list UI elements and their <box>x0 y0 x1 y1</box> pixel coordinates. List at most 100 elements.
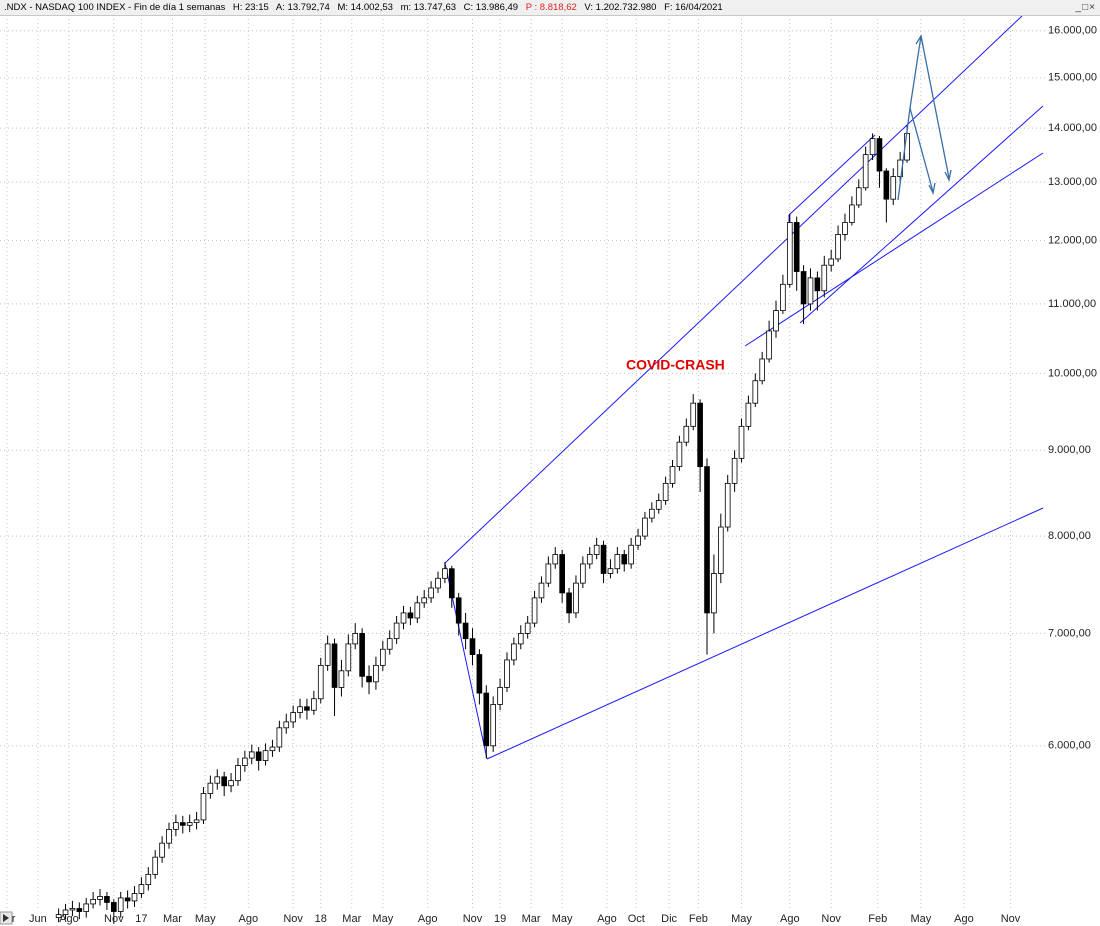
candle-body <box>110 902 117 912</box>
candle-body <box>724 482 731 528</box>
x-tick-label: Mar <box>163 913 182 925</box>
candle-body <box>435 577 441 589</box>
x-tick-label: Nov <box>821 913 841 925</box>
candle-body <box>642 517 648 537</box>
candle-body <box>338 670 345 688</box>
header-field: P : 8.818,62 <box>525 2 577 13</box>
candle-body <box>614 554 621 570</box>
candle-body <box>55 914 62 919</box>
candle-body <box>586 554 593 565</box>
x-tick-label: Ago <box>59 913 79 925</box>
candle-body <box>800 271 807 305</box>
candle-body <box>559 554 565 594</box>
candle-body <box>662 482 669 501</box>
candle-body <box>166 828 172 844</box>
candle-body <box>297 706 303 713</box>
header-field: m: 13.747,63 <box>400 2 457 13</box>
candle-body <box>276 727 283 748</box>
x-tick-label: 17 <box>135 913 147 925</box>
candle-body <box>621 554 628 565</box>
header-field: A: 13.792,74 <box>275 2 330 13</box>
candle-body <box>145 873 152 885</box>
y-tick-label: 12.000,00 <box>1048 234 1097 246</box>
candle-body <box>414 602 421 619</box>
header-field: F: 16/04/2021 <box>664 2 723 13</box>
candle-body <box>324 643 331 666</box>
candle-body <box>476 654 483 694</box>
candle-body <box>593 544 600 555</box>
x-tick-label: Ago <box>239 913 259 925</box>
candle-body <box>676 441 683 468</box>
candle-body <box>97 896 103 900</box>
candle-body <box>117 897 124 912</box>
candle-body <box>566 592 572 614</box>
candle-body <box>635 535 641 546</box>
x-tick-label: 19 <box>494 913 506 925</box>
x-tick-label: Mar <box>522 913 541 925</box>
candle-body <box>228 780 234 787</box>
candle-body <box>683 425 690 443</box>
x-tick-label: May <box>372 913 393 925</box>
y-tick-label: 15.000,00 <box>1048 72 1097 84</box>
x-tick-label: Nov <box>283 913 303 925</box>
candle-body <box>711 573 717 614</box>
candle-body <box>745 402 752 427</box>
candle-body <box>62 909 69 915</box>
axes: 6.000,00 7.000,00 8.000,00 9.000,00 10.000,0… <box>0 25 1097 925</box>
candle-body <box>649 508 655 519</box>
header-bar: .NDX - NASDAQ 100 INDEX - Fin de día 1 s… <box>0 0 1100 16</box>
x-tick-label: May <box>731 913 752 925</box>
candle-body <box>849 204 855 223</box>
x-tick-label: May <box>195 913 216 925</box>
candle-body <box>331 643 338 688</box>
header-field: C: 13.986,49 <box>463 2 519 13</box>
candle-body <box>124 897 131 902</box>
candle-body <box>242 757 248 766</box>
x-tick-label: Ago <box>954 913 974 925</box>
candle-body <box>352 633 359 645</box>
candle-body <box>869 138 876 156</box>
candle-body <box>304 706 310 711</box>
candle-body <box>738 425 745 459</box>
candle-body <box>607 568 614 574</box>
candle-body <box>269 746 276 752</box>
candle-body <box>469 638 476 655</box>
candle-body <box>221 776 227 787</box>
x-tick-label: Ago <box>597 913 617 925</box>
scroll-icon <box>3 914 9 922</box>
candle-body <box>407 612 414 619</box>
candle-body <box>524 622 531 634</box>
header-title: .NDX - NASDAQ 100 INDEX - Fin de día 1 s… <box>4 2 226 13</box>
candle-body <box>828 258 834 266</box>
candle-body <box>773 310 779 332</box>
candle-body <box>104 896 110 903</box>
candle-body <box>311 698 317 711</box>
candle-body <box>600 544 607 574</box>
candle-body <box>386 638 393 650</box>
y-tick-label: 10.000,00 <box>1048 367 1097 379</box>
candle-body <box>504 659 510 688</box>
grid <box>0 15 1045 910</box>
arrow-head <box>944 169 952 182</box>
candle-body <box>428 587 434 599</box>
x-tick-label: May <box>910 913 931 925</box>
candle-body <box>573 582 579 614</box>
window-buttons[interactable]: _□× <box>1075 2 1096 13</box>
trend-line <box>744 152 1044 347</box>
candle-body <box>186 822 193 826</box>
header-field: M: 14.002,53 <box>337 2 393 13</box>
candle-body <box>855 187 862 206</box>
candle-body <box>807 277 814 305</box>
candle-body <box>731 457 738 484</box>
candle-body <box>876 138 883 172</box>
candle-body <box>207 782 214 794</box>
candle-body <box>490 704 496 747</box>
candle-body <box>317 664 324 700</box>
x-tick-label: May <box>552 913 573 925</box>
candles <box>55 125 910 924</box>
arrows <box>897 34 952 201</box>
x-tick-label: Nov <box>1001 913 1021 925</box>
candle-body <box>359 633 365 677</box>
trend-line <box>788 134 876 216</box>
